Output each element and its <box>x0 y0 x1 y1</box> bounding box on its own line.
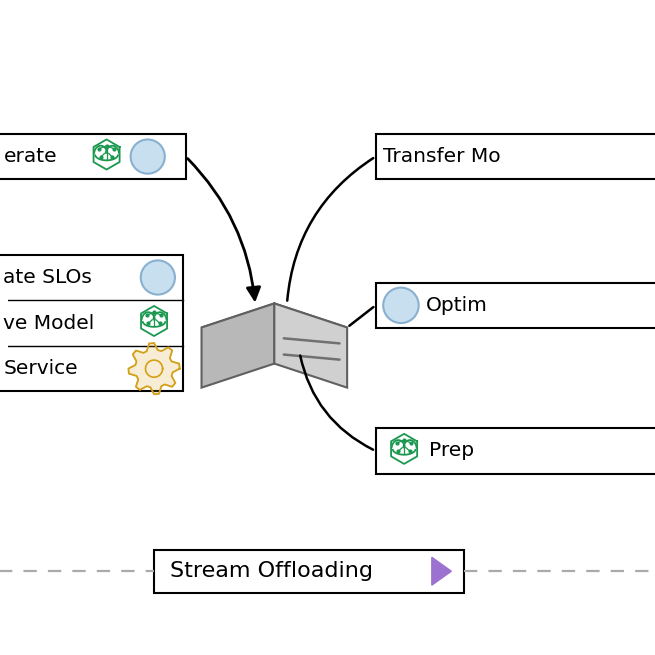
FancyBboxPatch shape <box>375 134 655 179</box>
Text: Stream Offloading: Stream Offloading <box>170 561 373 581</box>
Text: ve Model: ve Model <box>3 314 94 333</box>
Text: Optim: Optim <box>426 296 488 315</box>
Text: erate: erate <box>3 147 57 166</box>
FancyBboxPatch shape <box>154 550 464 593</box>
Text: Transfer Mo: Transfer Mo <box>383 147 501 166</box>
Polygon shape <box>202 303 274 388</box>
Polygon shape <box>202 303 347 352</box>
FancyBboxPatch shape <box>375 282 655 328</box>
Polygon shape <box>128 343 179 394</box>
Text: Service: Service <box>3 359 78 378</box>
Circle shape <box>130 140 165 174</box>
Text: Prep: Prep <box>429 441 474 460</box>
Polygon shape <box>274 303 347 388</box>
Circle shape <box>383 288 419 323</box>
FancyBboxPatch shape <box>0 255 183 392</box>
Text: ate SLOs: ate SLOs <box>3 268 92 287</box>
FancyBboxPatch shape <box>0 134 186 179</box>
FancyBboxPatch shape <box>375 428 655 474</box>
Circle shape <box>141 261 175 295</box>
Polygon shape <box>432 557 451 585</box>
